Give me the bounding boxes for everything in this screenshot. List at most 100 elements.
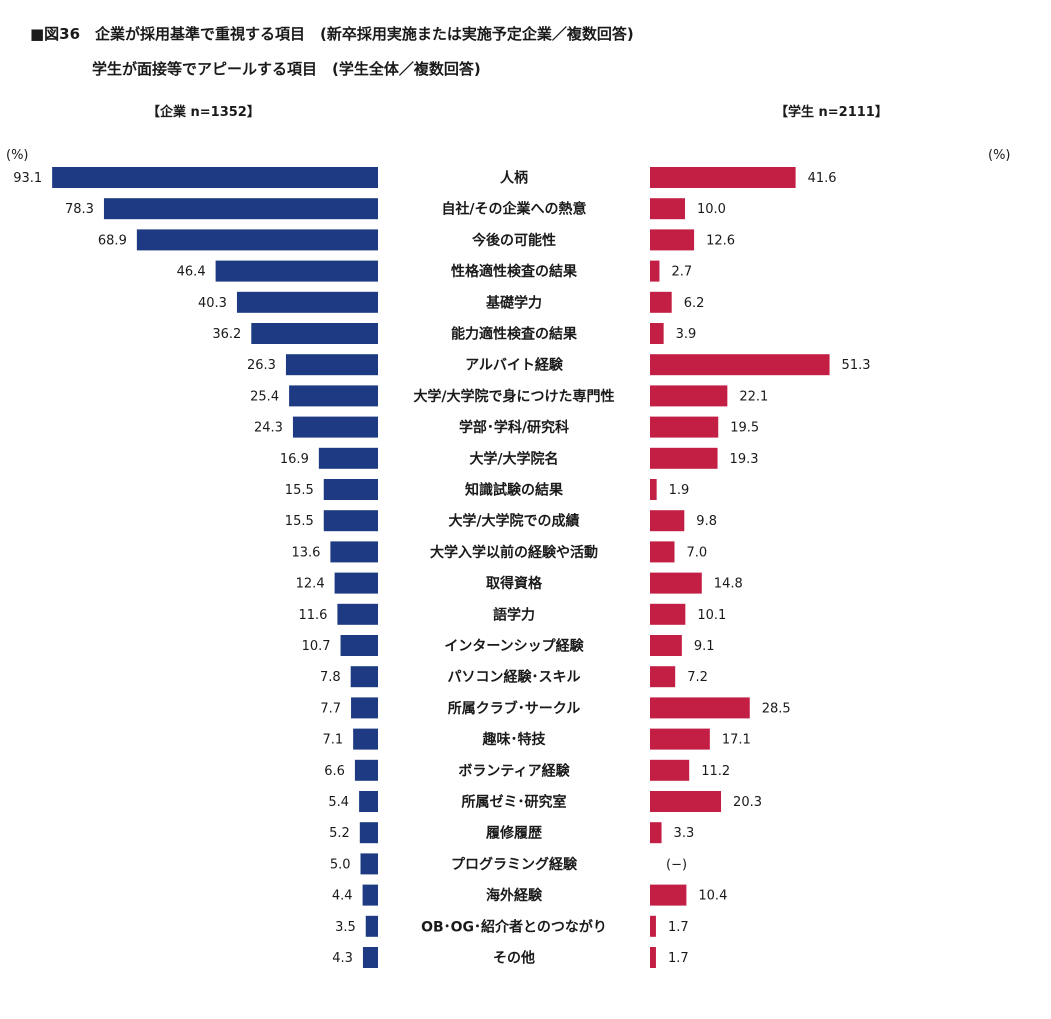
category-label: 所属クラブ･サークル [448, 700, 581, 717]
student-value-label: 19.3 [730, 452, 759, 467]
company-bar [359, 822, 378, 844]
legend-company: 【企業 n=1352】 [147, 105, 260, 120]
company-bar [285, 354, 378, 376]
student-bar [650, 260, 660, 282]
company-value-label: 16.9 [280, 452, 309, 467]
student-value-label: 1.7 [668, 951, 689, 966]
student-bar [650, 416, 719, 438]
company-bar [359, 791, 378, 812]
student-bar [650, 603, 686, 625]
student-bar [650, 572, 702, 594]
company-bar [353, 728, 378, 750]
student-bar [650, 728, 710, 750]
company-bar [323, 510, 378, 532]
company-value-label: 36.2 [212, 327, 241, 342]
student-bar [650, 291, 672, 313]
student-bar [650, 385, 728, 407]
student-value-label: 6.2 [684, 296, 705, 311]
category-label: 大学/大学院で身につけた専門性 [413, 388, 614, 405]
company-bar [350, 666, 378, 688]
student-value-label: 10.0 [697, 202, 726, 217]
company-bar [323, 479, 378, 500]
company-bar [354, 759, 378, 781]
category-label: 海外経験 [486, 887, 543, 904]
company-bar [351, 697, 378, 719]
company-value-label: 15.5 [285, 514, 314, 529]
category-label: プログラミング経験 [451, 856, 578, 873]
category-label: パソコン経験･スキル [448, 669, 581, 686]
company-value-label: 68.9 [98, 233, 127, 248]
category-label: 今後の可能性 [471, 232, 556, 249]
company-value-label: 24.3 [254, 421, 283, 436]
category-label: 取得資格 [486, 575, 543, 592]
company-value-label: 7.7 [320, 701, 341, 716]
student-bar [650, 697, 750, 719]
company-bar [362, 884, 378, 906]
student-value-label: 51.3 [842, 358, 871, 373]
category-label: 大学/大学院での成績 [448, 513, 579, 530]
company-value-label: 25.4 [250, 389, 279, 404]
category-label: 人柄 [500, 170, 528, 187]
category-label: その他 [493, 950, 535, 967]
student-bar [650, 947, 656, 968]
category-label: 性格適性検査の結果 [451, 263, 578, 280]
student-value-label: 2.7 [671, 265, 692, 280]
company-value-label: 5.2 [329, 826, 350, 841]
student-value-label: 10.1 [697, 608, 726, 623]
student-bar [650, 666, 676, 688]
chart-subtitle: 学生が面接等でアピールする項目 (学生全体／複数回答) [92, 60, 481, 78]
student-value-label: 14.8 [714, 577, 743, 592]
company-value-label: 3.5 [335, 920, 356, 935]
company-value-label: 7.1 [322, 733, 343, 748]
category-label: 語学力 [493, 606, 535, 623]
category-label: 大学/大学院名 [469, 450, 558, 467]
legend-student: 【学生 n=2111】 [775, 105, 888, 120]
company-value-label: 78.3 [65, 202, 94, 217]
company-bar [362, 947, 378, 968]
student-value-label: 12.6 [706, 233, 735, 248]
company-value-label: 12.4 [296, 577, 325, 592]
company-value-label: 4.3 [332, 951, 353, 966]
student-bar [650, 915, 656, 937]
company-value-label: 5.4 [328, 795, 349, 810]
category-label: 基礎学力 [486, 294, 542, 311]
company-bar [236, 291, 378, 313]
category-label: ボランティア経験 [458, 762, 570, 779]
company-bar [215, 260, 378, 282]
category-label: OB･OG･紹介者とのつながり [421, 918, 607, 935]
company-bar [251, 323, 378, 344]
student-value-label: 1.7 [668, 920, 689, 935]
company-value-label: 46.4 [177, 265, 206, 280]
student-value-label: 10.4 [698, 889, 727, 904]
student-bar [650, 354, 830, 376]
company-value-label: 93.1 [13, 171, 42, 186]
company-value-label: 15.5 [285, 483, 314, 498]
student-value-label: (−) [666, 857, 687, 872]
chart-title: ■図36 企業が採用基準で重視する項目 (新卒採用実施または実施予定企業／複数回… [30, 25, 634, 43]
student-value-label: 20.3 [733, 795, 762, 810]
company-bar [136, 229, 378, 251]
student-value-label: 19.5 [730, 421, 759, 436]
student-bar [650, 884, 687, 906]
student-bar [650, 510, 685, 532]
company-value-label: 7.8 [320, 670, 341, 685]
company-value-label: 6.6 [324, 764, 345, 779]
student-value-label: 28.5 [762, 701, 791, 716]
student-bar [650, 479, 657, 500]
company-bar [103, 198, 378, 220]
company-bar [289, 385, 378, 407]
student-bar [650, 229, 695, 251]
student-value-label: 7.2 [687, 670, 708, 685]
student-bar [650, 447, 718, 469]
category-label: 能力適性検査の結果 [451, 326, 578, 343]
company-value-label: 13.6 [291, 545, 320, 560]
student-bar [650, 323, 664, 344]
category-label: インターンシップ経験 [444, 638, 584, 655]
category-label: 自社/その企業への熱意 [441, 201, 586, 218]
company-value-label: 11.6 [298, 608, 327, 623]
student-bar [650, 822, 662, 844]
company-bar [334, 572, 378, 594]
company-bar [337, 603, 378, 625]
unit-label-left: (%) [6, 148, 29, 163]
